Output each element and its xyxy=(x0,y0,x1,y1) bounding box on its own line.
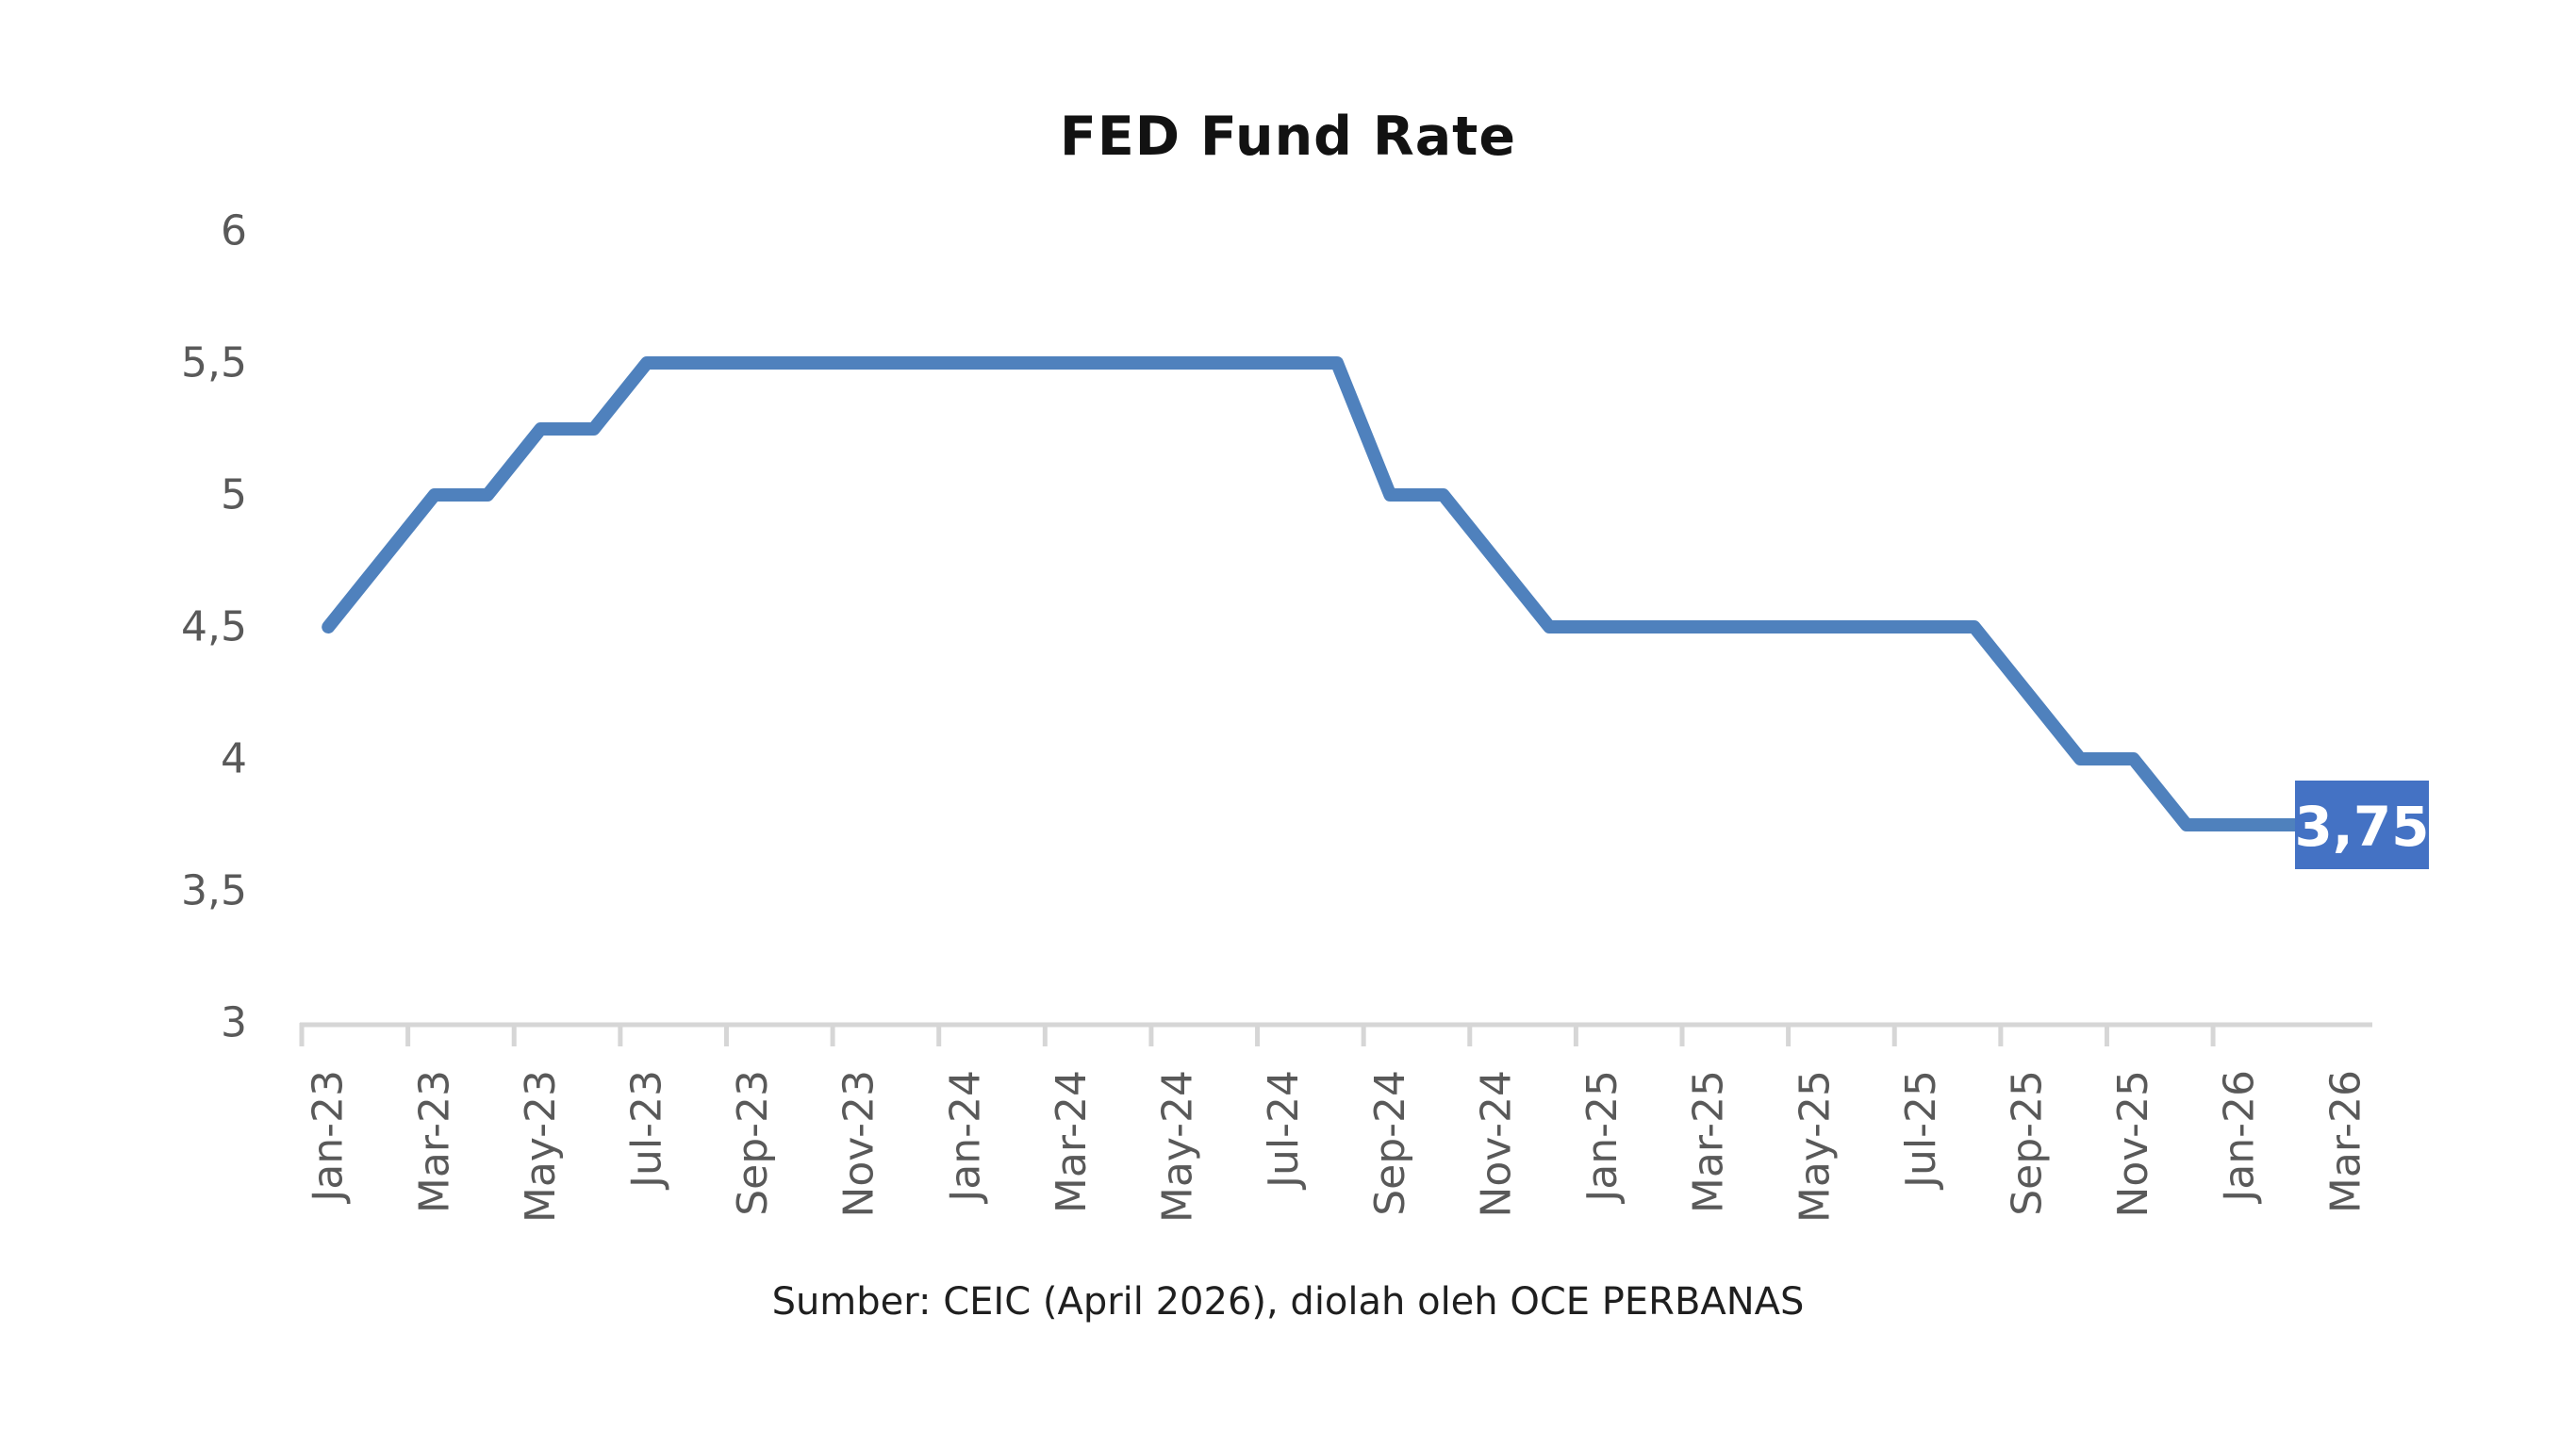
x-tick-label: Mar-23 xyxy=(410,1070,458,1213)
end-label-text: 3,75 xyxy=(2294,795,2429,859)
y-tick-label: 5 xyxy=(221,471,247,519)
x-tick-label: Nov-24 xyxy=(1472,1070,1520,1218)
y-tick-label: 4 xyxy=(221,735,247,783)
x-tick-label: May-23 xyxy=(517,1070,565,1223)
x-tick-label: Jul-23 xyxy=(623,1070,671,1191)
x-tick-label: Mar-24 xyxy=(1048,1070,1096,1213)
x-tick-label: Jan-25 xyxy=(1578,1070,1627,1205)
x-tick-label: Jan-23 xyxy=(305,1070,353,1205)
x-tick-label: Sep-24 xyxy=(1366,1070,1414,1216)
x-tick-label: May-25 xyxy=(1791,1070,1839,1223)
y-tick-label: 5,5 xyxy=(181,339,247,387)
x-tick-label: Jan-26 xyxy=(2216,1070,2264,1205)
x-tick-label: May-24 xyxy=(1154,1070,1202,1223)
x-tick-label: Sep-25 xyxy=(2004,1070,2052,1216)
x-tick-label: Nov-25 xyxy=(2109,1070,2157,1218)
y-tick-label: 4,5 xyxy=(181,603,247,651)
y-tick-label: 3 xyxy=(221,999,247,1047)
chart-title: FED Fund Rate xyxy=(1059,106,1517,168)
source-note: Sumber: CEIC (April 2026), diolah oleh O… xyxy=(771,1280,1805,1324)
end-label-box xyxy=(2295,781,2429,869)
x-tick-label: Jan-24 xyxy=(941,1070,989,1205)
x-tick-label: Nov-23 xyxy=(835,1070,883,1218)
x-tick-label: Jul-25 xyxy=(1897,1070,1945,1191)
y-tick-label: 3,5 xyxy=(181,867,247,915)
x-tick-label: Mar-25 xyxy=(1685,1070,1733,1213)
x-tick-label: Jul-24 xyxy=(1260,1070,1308,1191)
rate-line xyxy=(322,356,2353,831)
y-tick-label: 6 xyxy=(221,207,247,255)
x-tick-label: Sep-23 xyxy=(729,1070,777,1216)
x-tick-label: Mar-26 xyxy=(2321,1070,2370,1213)
